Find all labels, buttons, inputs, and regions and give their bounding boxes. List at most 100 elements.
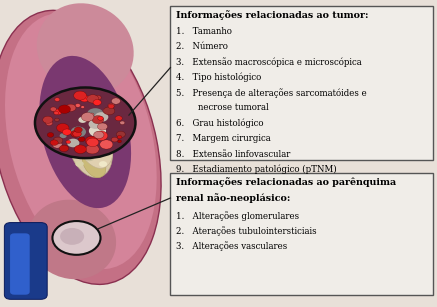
Circle shape — [71, 130, 81, 137]
Circle shape — [80, 95, 89, 102]
Circle shape — [87, 138, 99, 147]
Circle shape — [87, 108, 104, 120]
Circle shape — [100, 140, 113, 149]
Text: 5.   Presença de alterações sarcomatóides e: 5. Presença de alterações sarcomatóides … — [176, 88, 366, 98]
Circle shape — [97, 123, 108, 130]
Circle shape — [117, 135, 122, 139]
Ellipse shape — [39, 56, 131, 208]
Circle shape — [60, 228, 84, 245]
Circle shape — [73, 126, 83, 134]
Circle shape — [43, 116, 53, 123]
FancyBboxPatch shape — [170, 173, 433, 295]
Circle shape — [55, 98, 60, 101]
Circle shape — [35, 87, 135, 158]
Circle shape — [75, 161, 84, 167]
Ellipse shape — [5, 13, 157, 269]
Text: 1.   Alterações glomerulares: 1. Alterações glomerulares — [176, 211, 299, 221]
Ellipse shape — [73, 100, 97, 121]
Circle shape — [54, 109, 62, 115]
Text: necrose tumoral: necrose tumoral — [176, 103, 268, 112]
Ellipse shape — [37, 3, 134, 95]
Circle shape — [103, 108, 111, 114]
Circle shape — [87, 95, 99, 103]
Circle shape — [92, 115, 104, 124]
Circle shape — [89, 119, 102, 129]
FancyBboxPatch shape — [4, 223, 47, 299]
Circle shape — [52, 141, 62, 148]
Circle shape — [85, 136, 98, 145]
Circle shape — [111, 98, 121, 104]
Circle shape — [81, 146, 89, 152]
Circle shape — [55, 118, 59, 122]
Ellipse shape — [0, 10, 161, 284]
Circle shape — [95, 95, 101, 100]
Circle shape — [99, 129, 110, 137]
Circle shape — [98, 116, 103, 120]
Circle shape — [50, 140, 58, 146]
Circle shape — [74, 145, 87, 154]
Circle shape — [93, 99, 101, 105]
Circle shape — [78, 117, 87, 123]
Text: 4.   Tipo histológico: 4. Tipo histológico — [176, 73, 261, 82]
Circle shape — [100, 123, 105, 127]
Circle shape — [111, 137, 118, 142]
Text: 3.   Alterações vasculares: 3. Alterações vasculares — [176, 242, 287, 251]
Circle shape — [103, 143, 112, 149]
Text: 6.   Grau histológico: 6. Grau histológico — [176, 119, 263, 128]
Circle shape — [74, 127, 82, 133]
Circle shape — [118, 140, 121, 143]
Text: Informações relacionadas ao tumor:: Informações relacionadas ao tumor: — [176, 10, 368, 20]
Circle shape — [74, 91, 87, 100]
Circle shape — [94, 131, 108, 141]
Circle shape — [71, 126, 86, 137]
Circle shape — [75, 103, 80, 107]
Ellipse shape — [28, 200, 116, 279]
Circle shape — [120, 121, 125, 125]
Text: 3.   Extensão macroscópica e microscópica: 3. Extensão macroscópica e microscópica — [176, 57, 361, 67]
Circle shape — [108, 103, 114, 108]
Circle shape — [94, 112, 108, 122]
Text: 9.   Estadiamento patológico (pTNM): 9. Estadiamento patológico (pTNM) — [176, 165, 336, 174]
Circle shape — [116, 131, 125, 138]
Text: 1.   Tamanho: 1. Tamanho — [176, 27, 232, 36]
Circle shape — [73, 131, 81, 137]
FancyBboxPatch shape — [10, 233, 30, 295]
Circle shape — [81, 106, 84, 108]
Circle shape — [46, 121, 52, 126]
Circle shape — [94, 131, 104, 138]
Circle shape — [62, 129, 71, 135]
Ellipse shape — [63, 109, 98, 149]
Circle shape — [53, 137, 63, 144]
Circle shape — [81, 113, 94, 121]
Circle shape — [66, 140, 71, 144]
Circle shape — [86, 144, 99, 154]
Text: renal não-neoplásico:: renal não-neoplásico: — [176, 193, 290, 203]
Circle shape — [56, 123, 69, 132]
Circle shape — [47, 133, 54, 137]
Text: Informações relacionadas ao parênquima: Informações relacionadas ao parênquima — [176, 177, 396, 187]
Circle shape — [77, 142, 82, 145]
Text: 8.   Extensão linfovascular: 8. Extensão linfovascular — [176, 150, 290, 158]
Circle shape — [52, 221, 101, 255]
Circle shape — [108, 104, 114, 108]
Circle shape — [67, 139, 80, 147]
Circle shape — [78, 137, 85, 142]
Circle shape — [54, 111, 59, 115]
Circle shape — [104, 107, 115, 115]
Ellipse shape — [66, 111, 113, 178]
Circle shape — [103, 128, 114, 136]
Circle shape — [93, 141, 104, 149]
Text: 2.   Aterações tubulointersticiais: 2. Aterações tubulointersticiais — [176, 226, 316, 236]
Circle shape — [59, 145, 69, 152]
Circle shape — [59, 133, 67, 138]
FancyBboxPatch shape — [170, 6, 433, 160]
Circle shape — [66, 104, 76, 111]
Text: 2.   Número: 2. Número — [176, 42, 228, 51]
Circle shape — [97, 141, 108, 149]
Circle shape — [85, 155, 94, 161]
Text: 7.   Margem cirurgica: 7. Margem cirurgica — [176, 134, 271, 143]
Ellipse shape — [75, 114, 113, 168]
Circle shape — [70, 108, 81, 116]
Circle shape — [59, 105, 70, 114]
Circle shape — [80, 108, 92, 117]
